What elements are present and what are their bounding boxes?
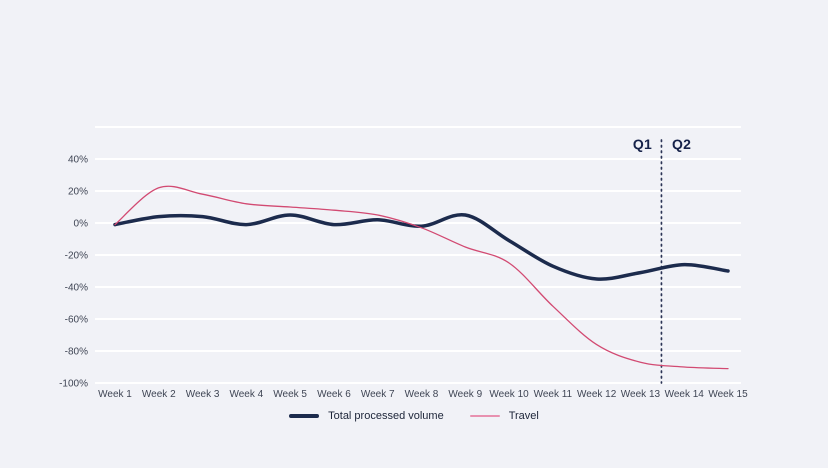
x-axis-tick-label: Week 9	[448, 389, 482, 400]
x-axis-tick-label: Week 4	[229, 389, 263, 400]
legend-label-total-processed-volume: Total processed volume	[328, 410, 444, 422]
y-axis-tick-label: -100%	[59, 379, 88, 390]
x-axis-tick-label: Week 12	[577, 389, 617, 400]
x-axis-tick-label: Week 6	[317, 389, 351, 400]
legend-item-total-processed-volume: Total processed volume	[289, 410, 444, 422]
x-axis-tick-label: Week 2	[142, 389, 176, 400]
y-axis-tick-label: 20%	[68, 187, 88, 198]
x-axis-tick-label: Week 7	[361, 389, 395, 400]
legend-swatch-total-processed-volume	[289, 414, 320, 418]
x-axis-tick-label: Week 14	[665, 389, 705, 400]
legend-label-travel: Travel	[508, 410, 539, 422]
x-axis-tick-label: Week 1	[98, 389, 132, 400]
x-axis-tick-label: Week 13	[621, 389, 661, 400]
x-axis-tick-label: Week 15	[708, 389, 748, 400]
x-axis-tick-label: Week 11	[534, 389, 573, 400]
legend-swatch-travel	[469, 415, 500, 417]
chart-legend: Total processed volume Travel	[0, 410, 828, 422]
y-axis-tick-label: 40%	[68, 155, 88, 166]
x-axis-tick-label: Week 10	[489, 389, 529, 400]
annotation-q2-label: Q2	[672, 136, 692, 152]
y-axis-tick-label: -20%	[65, 251, 88, 262]
y-axis-tick-label: -40%	[65, 283, 88, 294]
x-axis-tick-label: Week 5	[273, 389, 307, 400]
series-line-travel	[114, 185, 729, 370]
y-axis-tick-label: 0%	[74, 219, 89, 230]
x-axis-tick-label: Week 3	[186, 389, 220, 400]
y-axis-tick-label: -60%	[65, 315, 88, 326]
x-axis-tick-label: Week 8	[405, 389, 439, 400]
y-axis-tick-label: -80%	[65, 347, 88, 358]
series-line-total-processed-volume	[113, 213, 730, 281]
legend-item-travel: Travel	[469, 410, 539, 422]
annotation-q1-label: Q1	[632, 136, 652, 152]
